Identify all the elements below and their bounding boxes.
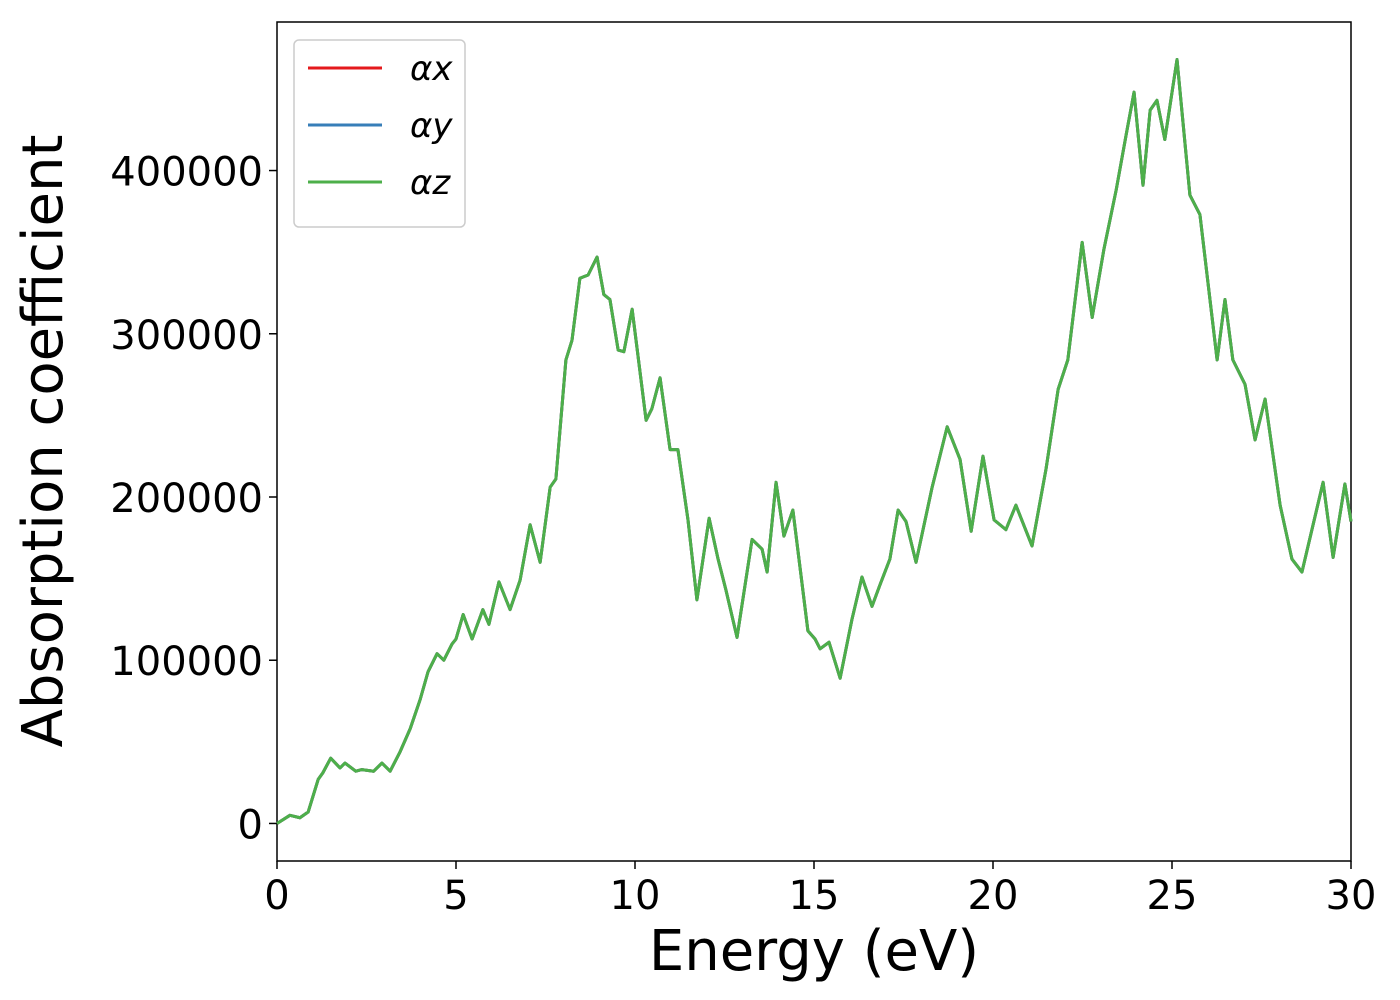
data-line	[276, 58, 1353, 825]
legend-box	[293, 39, 466, 228]
x-tick-label: 20	[968, 873, 1019, 919]
y-tick-label: 300000	[110, 313, 263, 359]
y-tick-label: 100000	[110, 639, 263, 685]
legend-label: αy	[410, 106, 453, 146]
y-tick-label: 0	[238, 802, 263, 848]
y-tick-label: 200000	[110, 476, 263, 522]
x-tick-label: 15	[789, 873, 840, 919]
y-axis-label: Absorption coefficient	[11, 135, 76, 748]
x-tick-label: 25	[1147, 873, 1198, 919]
x-tick-label: 0	[264, 873, 289, 919]
x-tick-label: 10	[610, 873, 661, 919]
y-tick-label: 400000	[110, 150, 263, 196]
legend-label: αx	[410, 49, 453, 89]
x-axis-label: Energy (eV)	[649, 919, 979, 984]
x-tick-label: 30	[1326, 873, 1377, 919]
x-tick-label: 5	[443, 873, 468, 919]
legend-label: αz	[410, 163, 451, 203]
